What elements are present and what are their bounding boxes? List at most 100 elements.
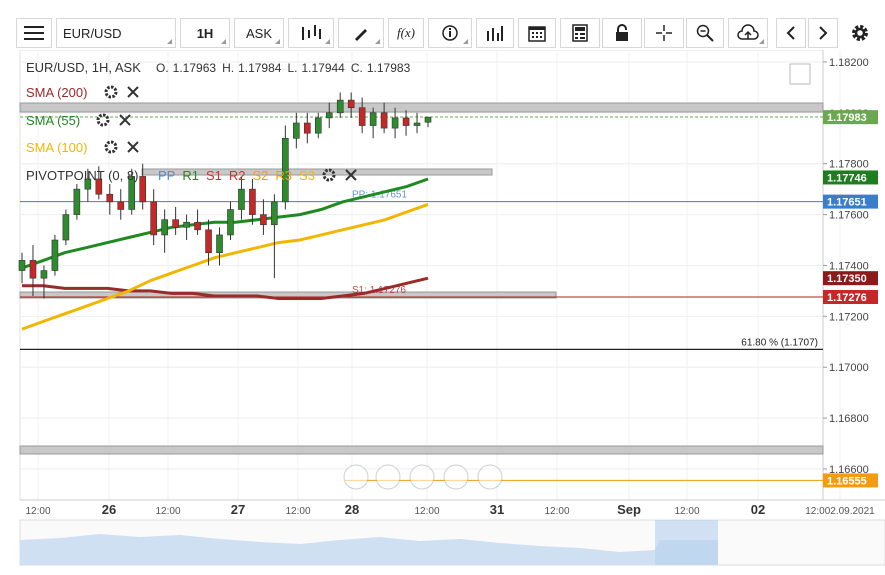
function-label: f(x) [396, 25, 416, 40]
sma-line [22, 276, 429, 300]
settings-icon[interactable] [104, 85, 118, 99]
price-badge-label: 1.17350 [827, 273, 867, 285]
ohlc-value: 1.17944 [301, 61, 345, 75]
x-tick-label: 26 [102, 502, 116, 517]
menu-button[interactable] [16, 18, 52, 48]
candle-body [62, 214, 70, 241]
candle-body [358, 107, 366, 126]
price-type-button[interactable]: ASK [234, 18, 284, 48]
candle-body [128, 176, 136, 210]
y-tick-label: 1.17000 [829, 362, 869, 374]
candle-body [303, 122, 311, 134]
lock-button[interactable] [602, 18, 642, 48]
settings-icon[interactable] [104, 140, 118, 154]
price-badge [823, 194, 878, 209]
candle-body [139, 176, 147, 203]
ohlc-label: O. [156, 61, 169, 75]
symbol-info: EUR/USD, 1H, ASK [26, 60, 141, 75]
ohlc-label: L. [287, 61, 297, 75]
legend-entry: SMA (100) [26, 140, 87, 155]
pivot-level: S1 [206, 168, 222, 183]
candle-body [106, 193, 114, 203]
drawing-band [19, 445, 824, 455]
candle-body [314, 117, 322, 134]
remove-icon[interactable] [127, 141, 139, 153]
candle-body [380, 112, 388, 129]
candle-body [293, 122, 300, 139]
next-button[interactable] [808, 18, 838, 48]
candle-body [117, 201, 125, 210]
navigator-area [20, 534, 718, 565]
zoom-button[interactable] [686, 18, 724, 48]
candle-body [413, 122, 421, 126]
remove-icon[interactable] [345, 169, 357, 181]
cloud-button[interactable] [728, 18, 768, 48]
level-label: 61.80 % (1.1707) [741, 337, 818, 348]
price-badge [823, 473, 878, 488]
nav-button[interactable] [375, 464, 401, 490]
remove-icon[interactable] [119, 114, 131, 126]
crosshair-button[interactable] [644, 18, 684, 48]
candle-body [369, 112, 377, 126]
y-tick-label: 1.17200 [829, 311, 869, 323]
drawing-band [19, 102, 824, 113]
pivot-level: S3 [299, 168, 315, 183]
ohlc-label: H. [222, 61, 234, 75]
price-type: ASK [245, 25, 272, 41]
nav-button[interactable] [477, 464, 503, 490]
candle-body [95, 178, 103, 195]
nav-button[interactable] [443, 464, 469, 490]
navigator-window[interactable] [655, 520, 718, 565]
candle-body [249, 188, 256, 215]
candle-body [238, 188, 245, 210]
settings-icon[interactable] [322, 168, 336, 182]
candle-body [18, 260, 26, 271]
calendar-button[interactable] [518, 18, 556, 48]
x-tick-label: 12:00 [25, 506, 50, 517]
x-tick-label: 12:00 [414, 506, 439, 517]
candle-body [282, 137, 289, 203]
candle-body [51, 239, 59, 271]
draw-button[interactable] [338, 18, 384, 48]
candle-body [73, 188, 81, 215]
timeframe-button[interactable]: 1H [180, 18, 230, 48]
candle-body [336, 99, 344, 114]
x-tick-label: 12:00 [544, 506, 569, 517]
y-tick-label: 1.17800 [829, 159, 869, 171]
volume-button[interactable] [476, 18, 514, 48]
y-tick-label: 1.16800 [829, 413, 869, 425]
candle-body [271, 201, 278, 226]
chart-type-button[interactable] [288, 18, 334, 48]
prev-button[interactable] [776, 18, 806, 48]
maximize-button[interactable] [789, 63, 811, 85]
legend-entry: SMA (55) [26, 113, 80, 128]
drawing-band [141, 168, 493, 176]
price-badge-label: 1.17983 [827, 112, 867, 124]
candle-body [402, 117, 410, 126]
symbol: EUR/USD [63, 25, 122, 41]
candle-body [325, 112, 333, 119]
price-badge [823, 271, 878, 286]
x-tick-label: 31 [490, 502, 504, 517]
candle-body [216, 234, 223, 254]
remove-icon[interactable] [127, 86, 139, 98]
y-tick-label: 1.18200 [829, 57, 869, 69]
ohlc-value: 1.17963 [173, 61, 217, 75]
y-tick-label: 1.16600 [829, 464, 869, 476]
symbol-field[interactable]: EUR/USD [56, 18, 176, 48]
x-tick-label: 12:002.09.2021 [805, 506, 875, 517]
x-tick-label: 28 [345, 502, 359, 517]
legend: EUR/USD, 1H, ASK O. 1.17963 H. 1.17984 L. 1.17… [26, 60, 411, 183]
ohlc-value: 1.17983 [367, 61, 411, 75]
settings-icon[interactable] [96, 113, 110, 127]
info-button[interactable] [428, 18, 472, 48]
level-label: PP: 1.17651 [352, 190, 407, 201]
template-button[interactable] [560, 18, 600, 48]
nav-button[interactable] [409, 464, 435, 490]
candle-body [424, 116, 432, 123]
nav-button[interactable] [343, 464, 369, 490]
indicator-button[interactable]: f(x) [388, 18, 424, 48]
settings-button[interactable] [845, 18, 875, 48]
